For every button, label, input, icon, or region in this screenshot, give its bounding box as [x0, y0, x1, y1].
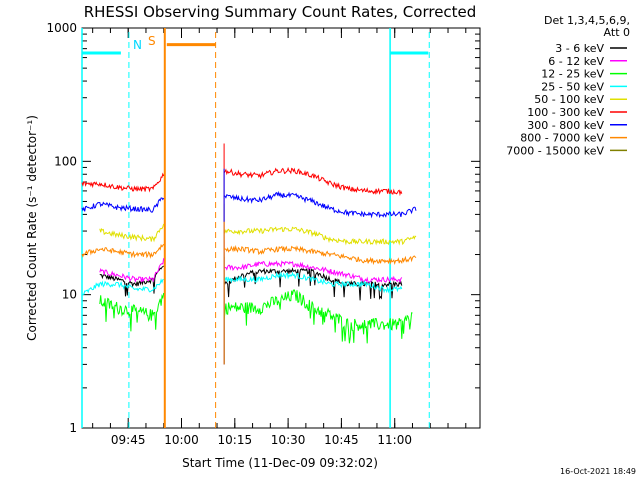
legend-label: 3 - 6 keV	[555, 42, 604, 55]
series-line-1-before-gap	[99, 258, 165, 283]
legend-label: 300 - 800 keV	[527, 119, 604, 132]
legend-label: 6 - 12 keV	[548, 55, 604, 68]
y-tick-label: 1	[69, 421, 77, 435]
y-tick-label: 1000	[46, 21, 77, 35]
series-line-2-before-gap	[99, 292, 165, 332]
legend-label: 800 - 7000 keV	[520, 132, 604, 145]
series-line-0-before-gap	[99, 265, 164, 297]
legend-label: 7000 - 15000 keV	[506, 144, 604, 157]
night-label: N	[133, 38, 142, 52]
series-line-7-before-gap	[81, 243, 165, 259]
x-tick-label: 09:45	[111, 433, 146, 447]
series-line-5-after-gap	[223, 143, 403, 365]
legend-label: 12 - 25 keV	[541, 68, 604, 81]
series-line-3-after-gap	[223, 252, 403, 365]
x-tick-label: 10:15	[218, 433, 253, 447]
saa-label: S	[148, 34, 156, 48]
x-tick-label: 11:00	[377, 433, 412, 447]
legend-header-line-2: Att 0	[604, 26, 630, 39]
chart-title: RHESSI Observing Summary Count Rates, Co…	[84, 3, 477, 21]
legend-header-line-1: Det 1,3,4,5,6,9,	[544, 14, 630, 27]
x-tick-label: 10:00	[164, 433, 199, 447]
series-line-5-before-gap	[81, 172, 165, 193]
footer-timestamp: 16-Oct-2021 18:49	[560, 467, 636, 476]
x-axis-label: Start Time (11-Dec-09 09:32:02)	[182, 456, 378, 470]
series-line-2-after-gap	[223, 280, 413, 365]
legend-label: 50 - 100 keV	[534, 93, 604, 106]
legend-label: 100 - 300 keV	[527, 106, 604, 119]
y-tick-label: 10	[62, 288, 77, 302]
x-tick-label: 10:45	[324, 433, 359, 447]
series-line-6-after-gap	[223, 168, 417, 365]
series-line-0-after-gap	[223, 256, 403, 365]
y-axis-label: Corrected Count Rate (s⁻¹ detector⁻¹)	[25, 115, 39, 341]
series-line-3-before-gap	[81, 278, 164, 296]
legend-label: 25 - 50 keV	[541, 80, 604, 93]
series-line-1-after-gap	[223, 240, 403, 365]
series-line-6-before-gap	[81, 197, 165, 213]
x-tick-label: 10:30	[271, 433, 306, 447]
plot-area: 1 10 100 1000 09:45 10:00 10:15 10:30 10:45 11:00…	[46, 21, 627, 447]
series-line-7-after-gap	[223, 221, 417, 365]
series-line-4-after-gap	[223, 203, 417, 365]
y-tick-label: 100	[54, 154, 77, 168]
series-line-4-before-gap	[99, 223, 165, 243]
